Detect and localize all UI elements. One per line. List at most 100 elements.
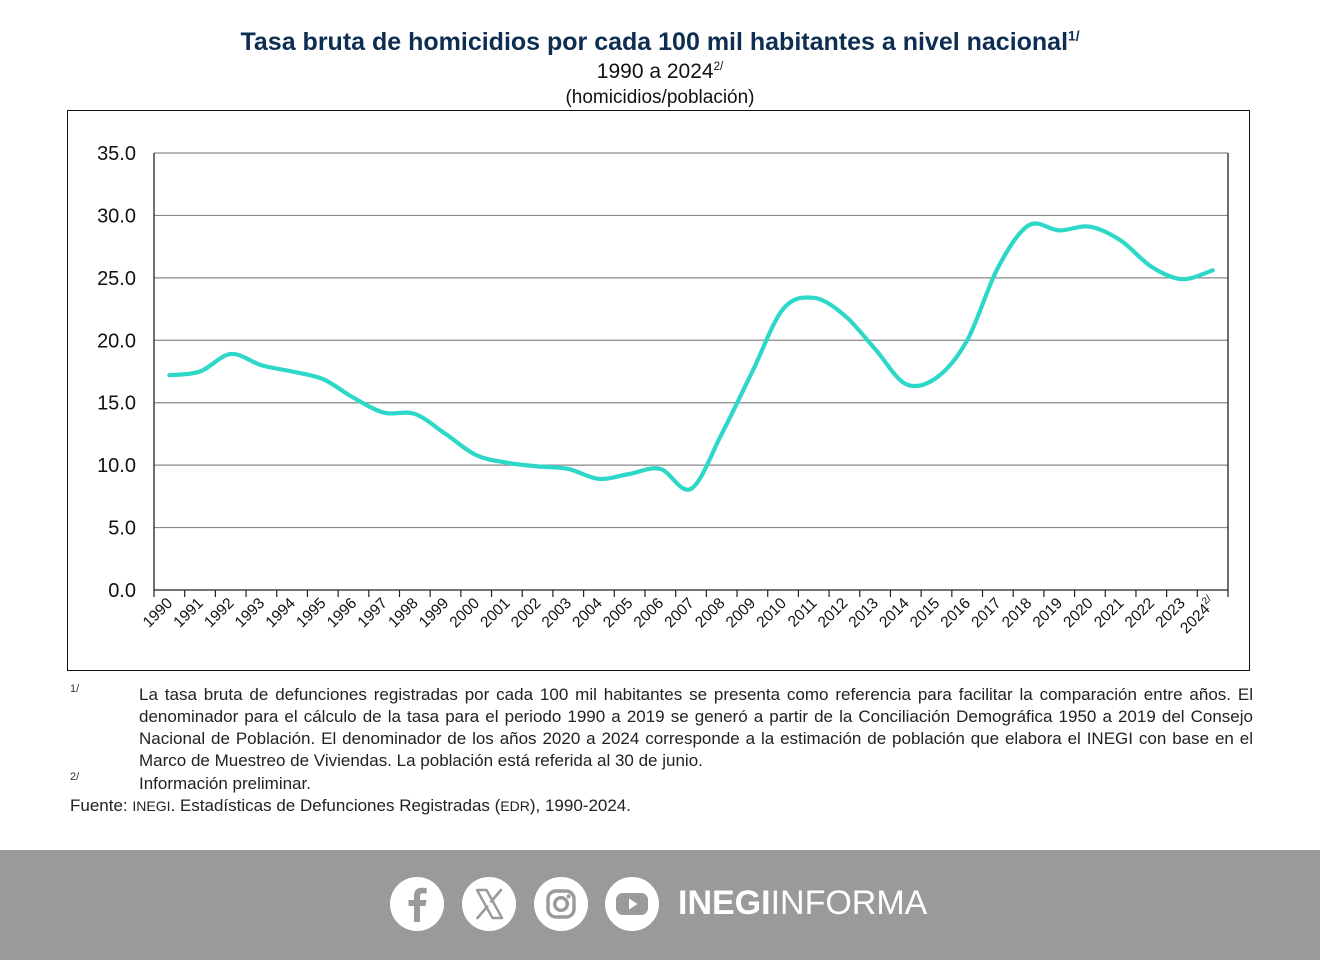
x-tick-label-text: 2007: [661, 595, 697, 631]
x-tick-label-text: 2015: [907, 595, 943, 631]
source-text-after: ), 1990-2024.: [529, 796, 631, 815]
y-tick-label: 35.0: [97, 143, 136, 165]
x-tick-label-text: 2012: [815, 595, 851, 631]
x-tick-label: 2001: [477, 595, 513, 631]
x-tick-label: 1998: [385, 595, 421, 631]
title-footnote-mark: 1/: [1068, 28, 1080, 44]
x-tick-label: 2005: [600, 595, 636, 631]
y-tick-label: 20.0: [97, 330, 136, 352]
x-tick-label-text: 1997: [355, 595, 391, 631]
footer-bar: INEGIINFORMA: [0, 850, 1320, 960]
x-tick-label: 2012: [815, 595, 851, 631]
x-tick-label-text: 2021: [1091, 595, 1127, 631]
x-tick-label-text: 2009: [723, 595, 759, 631]
source-org: INEGI: [132, 798, 171, 814]
x-tick-label: 2016: [938, 595, 974, 631]
x-tick-label: 1997: [355, 595, 391, 631]
x-tick-label: 1991: [170, 595, 206, 631]
period-footnote-mark: 2/: [713, 61, 724, 73]
x-tick-label-text: 2017: [968, 595, 1004, 631]
x-tick-label-text: 1998: [385, 595, 421, 631]
x-tick-label: 1992: [201, 595, 237, 631]
x-tick-label-text: 1996: [324, 595, 360, 631]
y-tick-label: 25.0: [97, 268, 136, 290]
x-tick-label-text: 2010: [753, 595, 790, 632]
x-tick-label-text: 2022: [1122, 595, 1158, 631]
x-tick-label-text: 2018: [999, 595, 1035, 631]
y-tick-label: 0.0: [108, 580, 136, 602]
chart-title-text: Tasa bruta de homicidios por cada 100 mi…: [240, 28, 1069, 56]
x-tick-label: 2007: [661, 595, 697, 631]
x-tick-label-text: 2005: [600, 595, 636, 631]
x-tick-label-text: 2019: [1030, 595, 1066, 631]
x-tick-label-text: 1990: [140, 595, 177, 632]
x-tick-label: 2018: [999, 595, 1035, 631]
x-tick-label-text: 1994: [263, 595, 300, 632]
x-tick-label-text: 2001: [477, 595, 513, 631]
footnote-2-text: Información preliminar.: [139, 774, 311, 793]
x-tick-label: 2015: [907, 595, 943, 631]
brand-bold-text: INEGI: [678, 884, 771, 922]
line-chart: 0.05.010.015.020.025.030.035.01990199119…: [97, 143, 1229, 637]
x-tick-label: 20242/: [1176, 593, 1220, 637]
x-tick-label-text: 1991: [170, 595, 206, 631]
x-tick-label-text: 2006: [631, 595, 667, 631]
x-tick-label: 2002: [508, 595, 544, 631]
x-tick-label: 2022: [1122, 595, 1158, 631]
x-tick-label: 2008: [692, 595, 728, 631]
source-line: Fuente: INEGI. Estadísticas de Defuncion…: [70, 796, 631, 816]
x-tick-label: 2006: [631, 595, 667, 631]
x-tick-label: 2004: [569, 595, 606, 632]
source-label: Fuente:: [70, 796, 128, 815]
x-tick-label-text: 2003: [539, 595, 575, 631]
x-tick-label: 1999: [416, 595, 452, 631]
instagram-icon[interactable]: [534, 877, 588, 931]
chart-title: Tasa bruta de homicidios por cada 100 mi…: [0, 28, 1320, 57]
footnote-2-mark: 2/: [70, 771, 80, 783]
x-tick-label: 2017: [968, 595, 1004, 631]
facebook-icon[interactable]: [390, 877, 444, 931]
source-text-before: . Estadísticas de Defunciones Registrada…: [170, 796, 501, 815]
x-tick-label-text: 2016: [938, 595, 974, 631]
youtube-icon[interactable]: [605, 877, 659, 931]
inegi-informa-logo[interactable]: INEGIINFORMA: [678, 884, 927, 923]
x-tick-label: 2013: [846, 595, 882, 631]
x-tick-label-text: 1999: [416, 595, 452, 631]
series-line: [167, 221, 1215, 492]
x-tick-label: 1996: [324, 595, 360, 631]
x-tick-label-text: 2020: [1060, 595, 1097, 632]
x-tick-label: 1990: [140, 595, 177, 632]
x-tick-label: 1993: [232, 595, 268, 631]
chart-subtitle: 1990 a 20242/: [0, 60, 1320, 84]
x-tick-label-text: 2002: [508, 595, 544, 631]
x-tick-label: 1994: [263, 595, 300, 632]
y-tick-label: 10.0: [97, 455, 136, 477]
x-tick-label-text: 2000: [447, 595, 484, 632]
x-tick-label: 2003: [539, 595, 575, 631]
chart-period: 1990 a 2024: [596, 60, 714, 83]
x-tick-label-text: 2004: [569, 595, 606, 632]
x-tick-label-text: 1995: [293, 595, 329, 631]
x-tick-label-text: 2008: [692, 595, 728, 631]
x-tick-label: 2021: [1091, 595, 1127, 631]
x-tick-label: 2000: [447, 595, 484, 632]
x-tick-label: 1995: [293, 595, 329, 631]
x-tick-label-text: 2014: [876, 595, 913, 632]
x-tick-label: 2010: [753, 595, 790, 632]
x-tick-label: 2019: [1030, 595, 1066, 631]
brand-light-text: INFORMA: [770, 884, 928, 922]
footnote-1-mark: 1/: [70, 683, 80, 695]
x-tick-label-text: 2013: [846, 595, 882, 631]
y-tick-label: 5.0: [108, 518, 136, 540]
y-tick-label: 30.0: [97, 205, 136, 227]
footnote-1-text: La tasa bruta de defunciones registradas…: [139, 685, 1253, 770]
x-tick-label: 2011: [785, 595, 821, 631]
y-tick-label: 15.0: [97, 393, 136, 415]
x-tick-label: 2009: [723, 595, 759, 631]
x-icon[interactable]: [462, 877, 516, 931]
chart-units: (homicidios/población): [565, 87, 755, 108]
x-tick-label: 2014: [876, 595, 913, 632]
x-tick-label-text: 2011: [785, 595, 821, 631]
x-tick-label-text: 1992: [201, 595, 237, 631]
chart-frame: 0.0 5.0 10.0 15.0 20.0 25.0 30.0 35.0 1990 1991 19…: [67, 110, 1250, 671]
